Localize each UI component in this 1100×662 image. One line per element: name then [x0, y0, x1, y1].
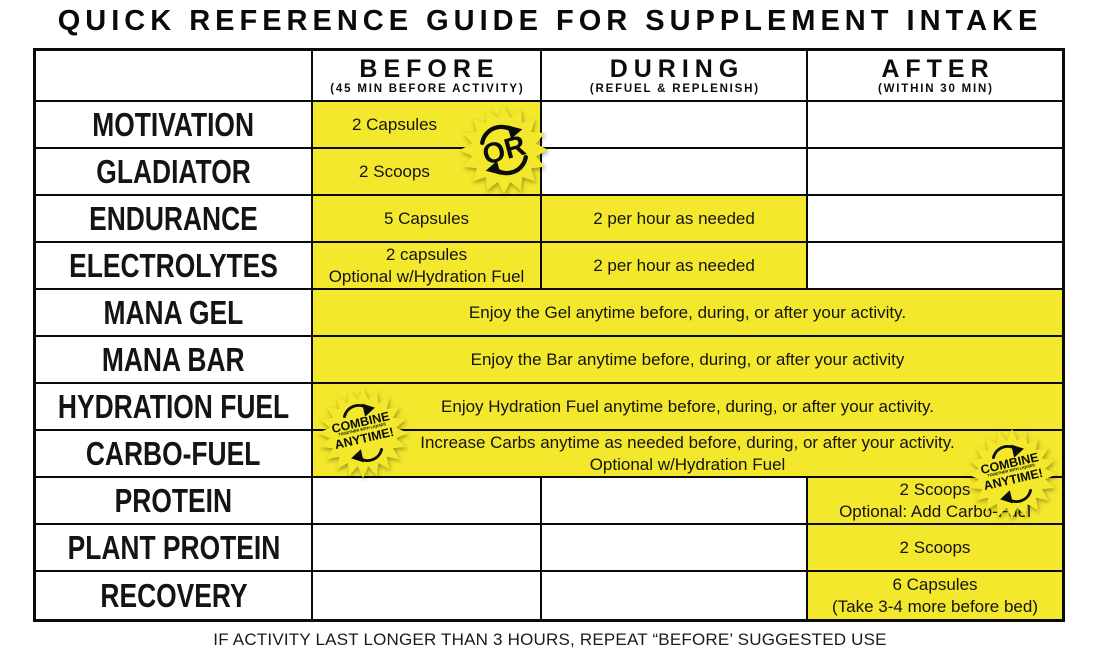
cell-recovery-after: 6 Capsules (Take 3-4 more before bed) [808, 572, 1062, 619]
combine-anytime-badge-right: COMBINE TOGETHER WITH LIQUIDS ANYTIME! [966, 428, 1058, 520]
header-during: DURING (REFUEL & REPLENISH) [542, 51, 808, 102]
cell-electrolytes-during: 2 per hour as needed [542, 243, 808, 290]
cell-mana-bar-all: Enjoy the Bar anytime before, during, or… [313, 337, 1062, 384]
header-during-label: DURING [609, 54, 745, 83]
cell-mana-gel-all: Enjoy the Gel anytime before, during, or… [313, 290, 1062, 337]
header-during-sublabel: (REFUEL & REPLENISH) [589, 83, 760, 96]
cell-protein-before [313, 478, 542, 525]
row-label-electrolytes: ELECTROLYTES [36, 243, 313, 290]
cell-plant-protein-during [542, 525, 808, 572]
cell-electrolytes-before: 2 capsules Optional w/Hydration Fuel [313, 243, 542, 290]
combine-anytime-badge-left: COMBINE TOGETHER WITH LIQUIDS ANYTIME! [317, 387, 409, 479]
header-after-label: AFTER [881, 54, 995, 83]
row-label-motivation: MOTIVATION [36, 102, 313, 149]
cell-carbo-fuel-all: Increase Carbs anytime as needed before,… [313, 431, 1062, 478]
cell-endurance-after [808, 196, 1062, 243]
footer-note: IF ACTIVITY LAST LONGER THAN 3 HOURS, RE… [213, 630, 887, 649]
or-badge: OR [459, 105, 549, 195]
cell-motivation-after [808, 102, 1062, 149]
cell-recovery-before [313, 572, 542, 619]
header-before-label: BEFORE [359, 54, 500, 83]
page-title: QUICK REFERENCE GUIDE FOR SUPPLEMENT INT… [57, 5, 1043, 37]
row-label-recovery: RECOVERY [36, 572, 313, 619]
cell-hydration-fuel-all: Enjoy Hydration Fuel anytime before, dur… [313, 384, 1062, 431]
starburst-shape [459, 105, 549, 195]
cell-motivation-during [542, 102, 808, 149]
header-after-sublabel: (WITHIN 30 MIN) [877, 83, 994, 96]
cell-plant-protein-before [313, 525, 542, 572]
cell-gladiator-during [542, 149, 808, 196]
row-label-endurance: ENDURANCE [36, 196, 313, 243]
row-label-gladiator: GLADIATOR [36, 149, 313, 196]
cell-electrolytes-after [808, 243, 1062, 290]
row-label-protein: PROTEIN [36, 478, 313, 525]
row-label-plant-protein: PLANT PROTEIN [36, 525, 313, 572]
row-label-mana-bar: MANA BAR [36, 337, 313, 384]
starburst-shape [317, 387, 409, 479]
row-label-mana-gel: MANA GEL [36, 290, 313, 337]
supplement-table: BEFORE (45 MIN BEFORE ACTIVITY) DURING (… [33, 48, 1065, 622]
header-before-sublabel: (45 MIN BEFORE ACTIVITY) [330, 83, 525, 96]
row-label-carbo-fuel: CARBO-FUEL [36, 431, 313, 478]
header-empty-cell [36, 51, 313, 102]
cell-endurance-during: 2 per hour as needed [542, 196, 808, 243]
row-label-hydration-fuel: HYDRATION FUEL [36, 384, 313, 431]
cell-protein-during [542, 478, 808, 525]
starburst-shape [966, 428, 1058, 520]
cell-gladiator-after [808, 149, 1062, 196]
cell-endurance-before: 5 Capsules [313, 196, 542, 243]
header-before: BEFORE (45 MIN BEFORE ACTIVITY) [313, 51, 542, 102]
cell-recovery-during [542, 572, 808, 619]
cell-plant-protein-after: 2 Scoops [808, 525, 1062, 572]
header-after: AFTER (WITHIN 30 MIN) [808, 51, 1062, 102]
